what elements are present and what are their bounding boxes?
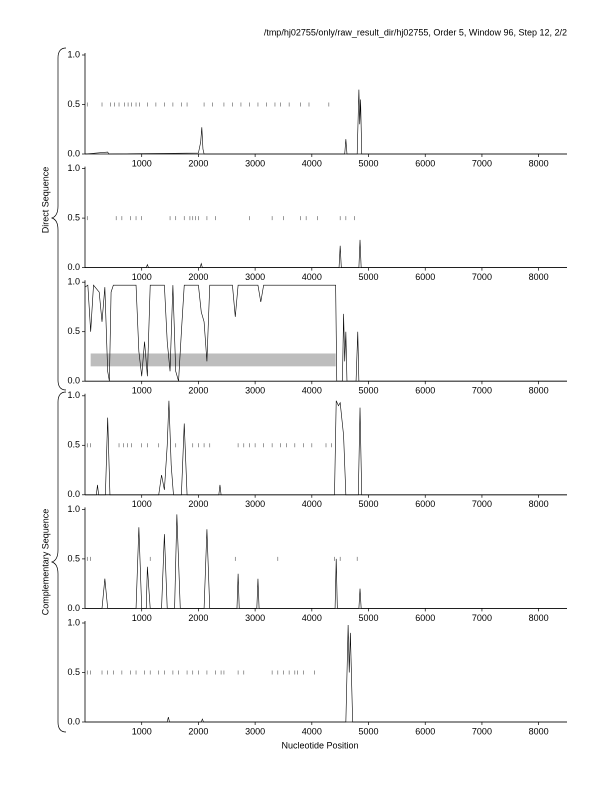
x-tick-label: 8000 [529,386,549,396]
x-tick-label: 8000 [529,272,549,282]
x-tick-label: 8000 [529,158,549,168]
chart-title: /tmp/hj02755/only/raw_result_dir/hj02755… [264,27,567,37]
group-label: Complementary Sequence [40,509,50,616]
x-tick-label: 7000 [472,272,492,282]
x-tick-label: 4000 [302,499,322,509]
x-tick-label: 8000 [529,613,549,623]
x-tick-label: 4000 [302,158,322,168]
x-tick-label: 2000 [188,386,208,396]
x-tick-label: 2000 [188,499,208,509]
x-tick-label: 2000 [188,726,208,736]
x-tick-label: 2000 [188,272,208,282]
x-tick-label: 2000 [188,613,208,623]
y-tick-label: 0.5 [67,667,80,677]
y-tick-label: 0.0 [67,148,80,158]
y-tick-label: 1.0 [67,617,80,627]
line [85,400,567,496]
x-tick-label: 1000 [132,613,152,623]
x-tick-label: 7000 [472,158,492,168]
x-tick-label: 7000 [472,726,492,736]
x-tick-label: 4000 [302,272,322,282]
y-tick-label: 1.0 [67,390,80,400]
brace [50,47,67,391]
y-tick-label: 1.0 [67,163,80,173]
x-tick-label: 6000 [415,272,435,282]
x-tick-label: 5000 [359,272,379,282]
x-tick-label: 1000 [132,499,152,509]
x-tick-label: 5000 [359,613,379,623]
x-tick-label: 4000 [302,726,322,736]
line [85,514,567,609]
y-tick-label: 0.5 [67,212,80,222]
y-tick-label: 0.0 [67,489,80,499]
x-axis-label: Nucleotide Position [281,740,358,750]
x-tick-label: 3000 [245,386,265,396]
x-tick-label: 4000 [302,386,322,396]
x-tick-label: 6000 [415,499,435,509]
x-tick-label: 7000 [472,613,492,623]
x-tick-label: 6000 [415,158,435,168]
x-tick-label: 3000 [245,158,265,168]
line [84,89,567,155]
x-tick-label: 6000 [415,613,435,623]
x-tick-label: 1000 [132,272,152,282]
line [85,239,567,268]
x-tick-label: 8000 [529,499,549,509]
x-tick-label: 1000 [132,386,152,396]
x-tick-label: 5000 [359,386,379,396]
x-tick-label: 7000 [472,499,492,509]
y-tick-label: 1.0 [67,504,80,514]
region [90,353,336,367]
x-tick-label: 3000 [245,726,265,736]
y-tick-label: 0.0 [67,376,80,386]
y-tick-label: 1.0 [67,277,80,287]
x-tick-label: 5000 [359,726,379,736]
x-tick-label: 5000 [359,158,379,168]
x-tick-label: 3000 [245,272,265,282]
x-tick-label: 1000 [132,726,152,736]
y-tick-label: 0.0 [67,603,80,613]
x-tick-label: 4000 [302,613,322,623]
brace [50,391,67,733]
y-tick-label: 0.5 [67,326,80,336]
group-label: Direct Sequence [40,167,50,234]
line [84,284,567,382]
x-tick-label: 6000 [415,386,435,396]
y-tick-label: 1.0 [67,49,80,59]
x-tick-label: 8000 [529,726,549,736]
y-tick-label: 0.0 [67,262,80,272]
x-tick-label: 6000 [415,726,435,736]
x-tick-label: 7000 [472,386,492,396]
x-tick-label: 5000 [359,499,379,509]
x-tick-label: 3000 [245,499,265,509]
y-tick-label: 0.5 [67,99,80,109]
y-tick-label: 0.5 [67,553,80,563]
y-tick-label: 0.0 [67,716,80,726]
x-tick-label: 1000 [132,158,152,168]
y-tick-label: 0.5 [67,440,80,450]
x-tick-label: 2000 [188,158,208,168]
x-tick-label: 3000 [245,613,265,623]
line [85,624,567,723]
